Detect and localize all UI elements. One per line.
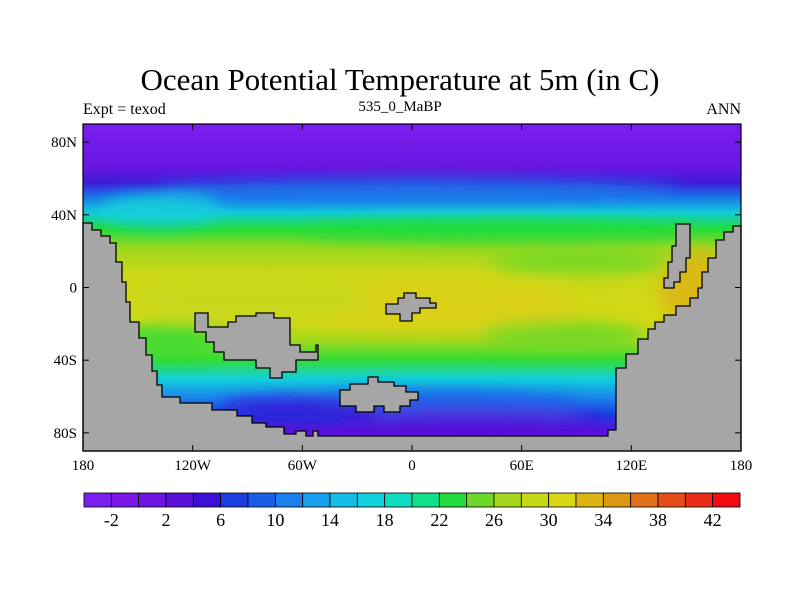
colorbar-box (83, 492, 112, 508)
colorbar-box (220, 492, 249, 508)
colorbar-label: 10 (266, 510, 284, 530)
colorbar-box (493, 492, 522, 508)
x-tick-label: 0 (408, 458, 416, 474)
x-tick-label: 60W (288, 458, 318, 474)
time-label: 535_0_MaBP (358, 99, 442, 115)
plot-title: Ocean Potential Temperature at 5m (in C) (140, 62, 660, 97)
colorbar-label: 2 (162, 510, 171, 530)
y-tick-label: 80N (51, 135, 77, 151)
colorbar-box (438, 492, 468, 508)
colorbar-box (630, 492, 659, 508)
colorbar-box (712, 492, 741, 508)
colorbar-label: -2 (104, 510, 119, 530)
colorbar-box (411, 492, 440, 508)
x-tick-label: 180 (72, 458, 95, 474)
colorbar-labels: -2 2 6 10 14 18 22 26 30 34 38 42 (104, 510, 722, 530)
colorbar-box (302, 492, 331, 508)
colorbar-box (274, 492, 304, 508)
colorbar-box (575, 492, 604, 508)
colorbar-label: 26 (485, 510, 503, 530)
colorbar-box (192, 492, 222, 508)
land-masses (82, 222, 742, 452)
y-tick-label: 40S (54, 353, 77, 369)
colorbar-label: 34 (594, 510, 612, 530)
y-axis-ticks: 80N 40N 0 40S 80S (51, 135, 741, 442)
land-south-island (339, 376, 419, 413)
colorbar-box (520, 492, 550, 508)
colorbar-label: 6 (216, 510, 225, 530)
colorbar-box (138, 492, 167, 508)
land-central-island (385, 292, 437, 322)
colorbar-label: 42 (704, 510, 722, 530)
land-east-island (663, 223, 691, 289)
land-south-block (194, 312, 319, 379)
y-tick-label: 80S (54, 426, 77, 442)
colorbar-label: 38 (649, 510, 667, 530)
x-tick-label: 120E (615, 458, 647, 474)
colorbar (83, 492, 741, 508)
y-tick-label: 0 (70, 281, 78, 297)
colorbar-box (247, 492, 276, 508)
x-tick-label: 180 (730, 458, 753, 474)
y-tick-label: 40N (51, 208, 77, 224)
colorbar-label: 14 (321, 510, 339, 530)
x-tick-label: 60E (510, 458, 534, 474)
x-axis-ticks: 180 120W 60W 0 60E 120E 180 (72, 124, 753, 474)
colorbar-label: 30 (540, 510, 558, 530)
colorbar-box (684, 492, 714, 508)
colorbar-box (356, 492, 386, 508)
colorbar-box (466, 492, 495, 508)
colorbar-box (657, 492, 686, 508)
colorbar-box (602, 492, 632, 508)
colorbar-box (329, 492, 358, 508)
colorbar-box (548, 492, 577, 508)
season-label: ANN (706, 101, 741, 118)
colorbar-box (384, 492, 413, 508)
x-tick-label: 120W (174, 458, 212, 474)
colorbar-label: 22 (430, 510, 448, 530)
colorbar-label: 18 (376, 510, 394, 530)
experiment-label: Expt = texod (83, 101, 166, 118)
colorbar-box (110, 492, 140, 508)
colorbar-box (165, 492, 194, 508)
land-west-continent (82, 222, 742, 452)
